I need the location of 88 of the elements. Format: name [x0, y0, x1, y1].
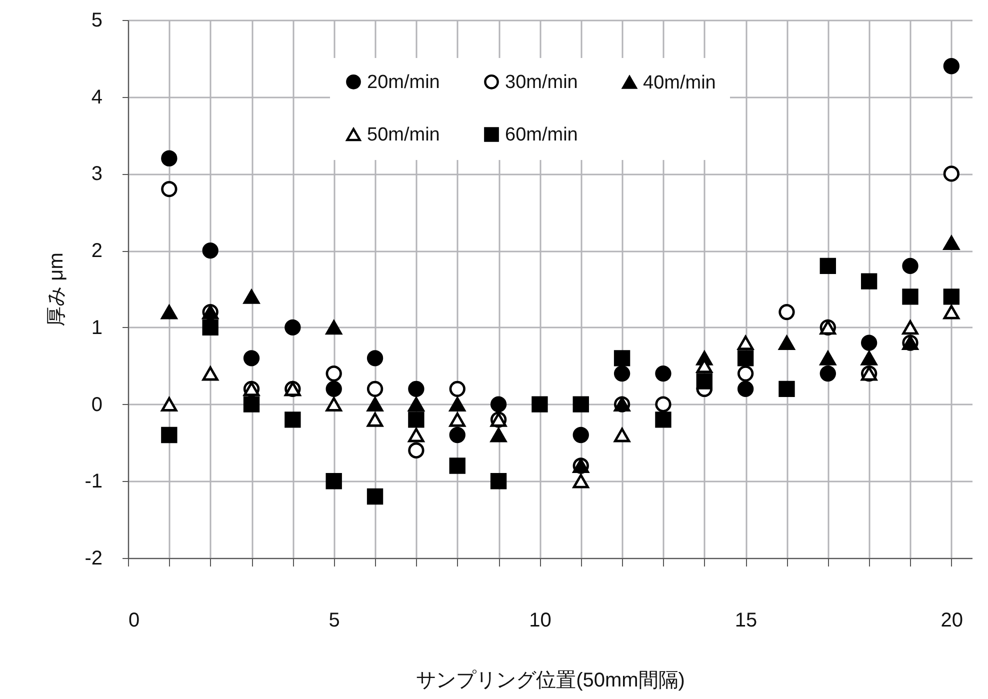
- point: [326, 365, 342, 382]
- point: [902, 288, 918, 305]
- point: [943, 166, 960, 182]
- point: [366, 488, 384, 505]
- x-tick-label: 10: [529, 610, 552, 632]
- point: [202, 242, 218, 259]
- point: [943, 288, 960, 305]
- point: [778, 336, 795, 350]
- point: [366, 380, 384, 397]
- point: [902, 258, 918, 274]
- point: [449, 426, 466, 444]
- point: [161, 150, 178, 166]
- point: [737, 365, 754, 382]
- point: [614, 350, 630, 366]
- point: [490, 473, 507, 490]
- point: [820, 365, 836, 382]
- x-tick-label: 5: [328, 610, 340, 632]
- point: [943, 236, 960, 250]
- point: [326, 320, 342, 335]
- point: [943, 304, 960, 320]
- point: [326, 380, 342, 397]
- point: [532, 396, 548, 412]
- legend-label: 30m/min: [505, 72, 578, 93]
- point: [161, 397, 178, 412]
- point: [449, 412, 466, 427]
- point: [408, 428, 424, 442]
- y-tick-label: 2: [91, 240, 102, 262]
- y-tick-label: 3: [91, 163, 102, 186]
- point: [449, 380, 466, 397]
- x-tick-label: 0: [128, 610, 140, 632]
- point: [943, 58, 960, 74]
- point: [284, 319, 301, 336]
- point: [326, 397, 342, 412]
- point: [408, 380, 424, 397]
- point: [696, 373, 712, 390]
- point: [820, 351, 836, 366]
- legend-label: 20m/min: [367, 72, 440, 93]
- point: [614, 428, 630, 442]
- legend-label: 40m/min: [643, 72, 716, 94]
- point: [243, 290, 260, 304]
- point: [655, 396, 672, 412]
- point: [449, 397, 466, 412]
- point: [161, 181, 178, 198]
- point: [326, 473, 342, 490]
- point: [490, 428, 507, 442]
- point: [778, 304, 795, 320]
- y-tick-label: 4: [91, 86, 102, 108]
- x-tick-label: 15: [734, 610, 758, 632]
- point: [243, 350, 260, 366]
- point: [284, 412, 301, 428]
- y-tick-label: -2: [84, 548, 102, 570]
- x-tick-label: 20: [940, 610, 964, 632]
- point: [449, 458, 466, 474]
- point: [366, 412, 384, 427]
- y-tick-label: 5: [91, 10, 102, 32]
- point: [408, 412, 424, 428]
- point: [161, 426, 178, 444]
- point: [202, 366, 218, 381]
- point: [572, 426, 589, 444]
- point: [490, 396, 507, 412]
- point: [408, 442, 424, 458]
- legend-label: 50m/min: [367, 124, 440, 146]
- point: [860, 273, 878, 290]
- legend-label: 60m/min: [505, 124, 578, 146]
- point: [737, 336, 754, 350]
- point: [366, 397, 384, 412]
- point: [902, 320, 918, 335]
- y-tick-label: 0: [91, 394, 102, 416]
- y-axis-title: 厚み μm: [46, 252, 68, 326]
- point: [572, 396, 589, 412]
- y-tick-label: 1: [91, 316, 102, 339]
- point: [655, 412, 672, 428]
- point: [408, 397, 424, 412]
- point: [737, 380, 754, 397]
- point: [243, 396, 260, 412]
- point: [572, 474, 589, 488]
- x-axis-title: サンプリング位置(50mm間隔): [416, 670, 685, 692]
- point: [860, 351, 878, 366]
- point: [737, 350, 754, 366]
- point: [161, 304, 178, 320]
- point: [860, 334, 878, 351]
- point: [820, 258, 836, 274]
- y-tick-label: -1: [84, 470, 102, 493]
- point: [655, 365, 672, 382]
- point: [202, 319, 218, 336]
- point: [778, 380, 795, 398]
- point: [614, 365, 630, 382]
- point: [366, 350, 384, 366]
